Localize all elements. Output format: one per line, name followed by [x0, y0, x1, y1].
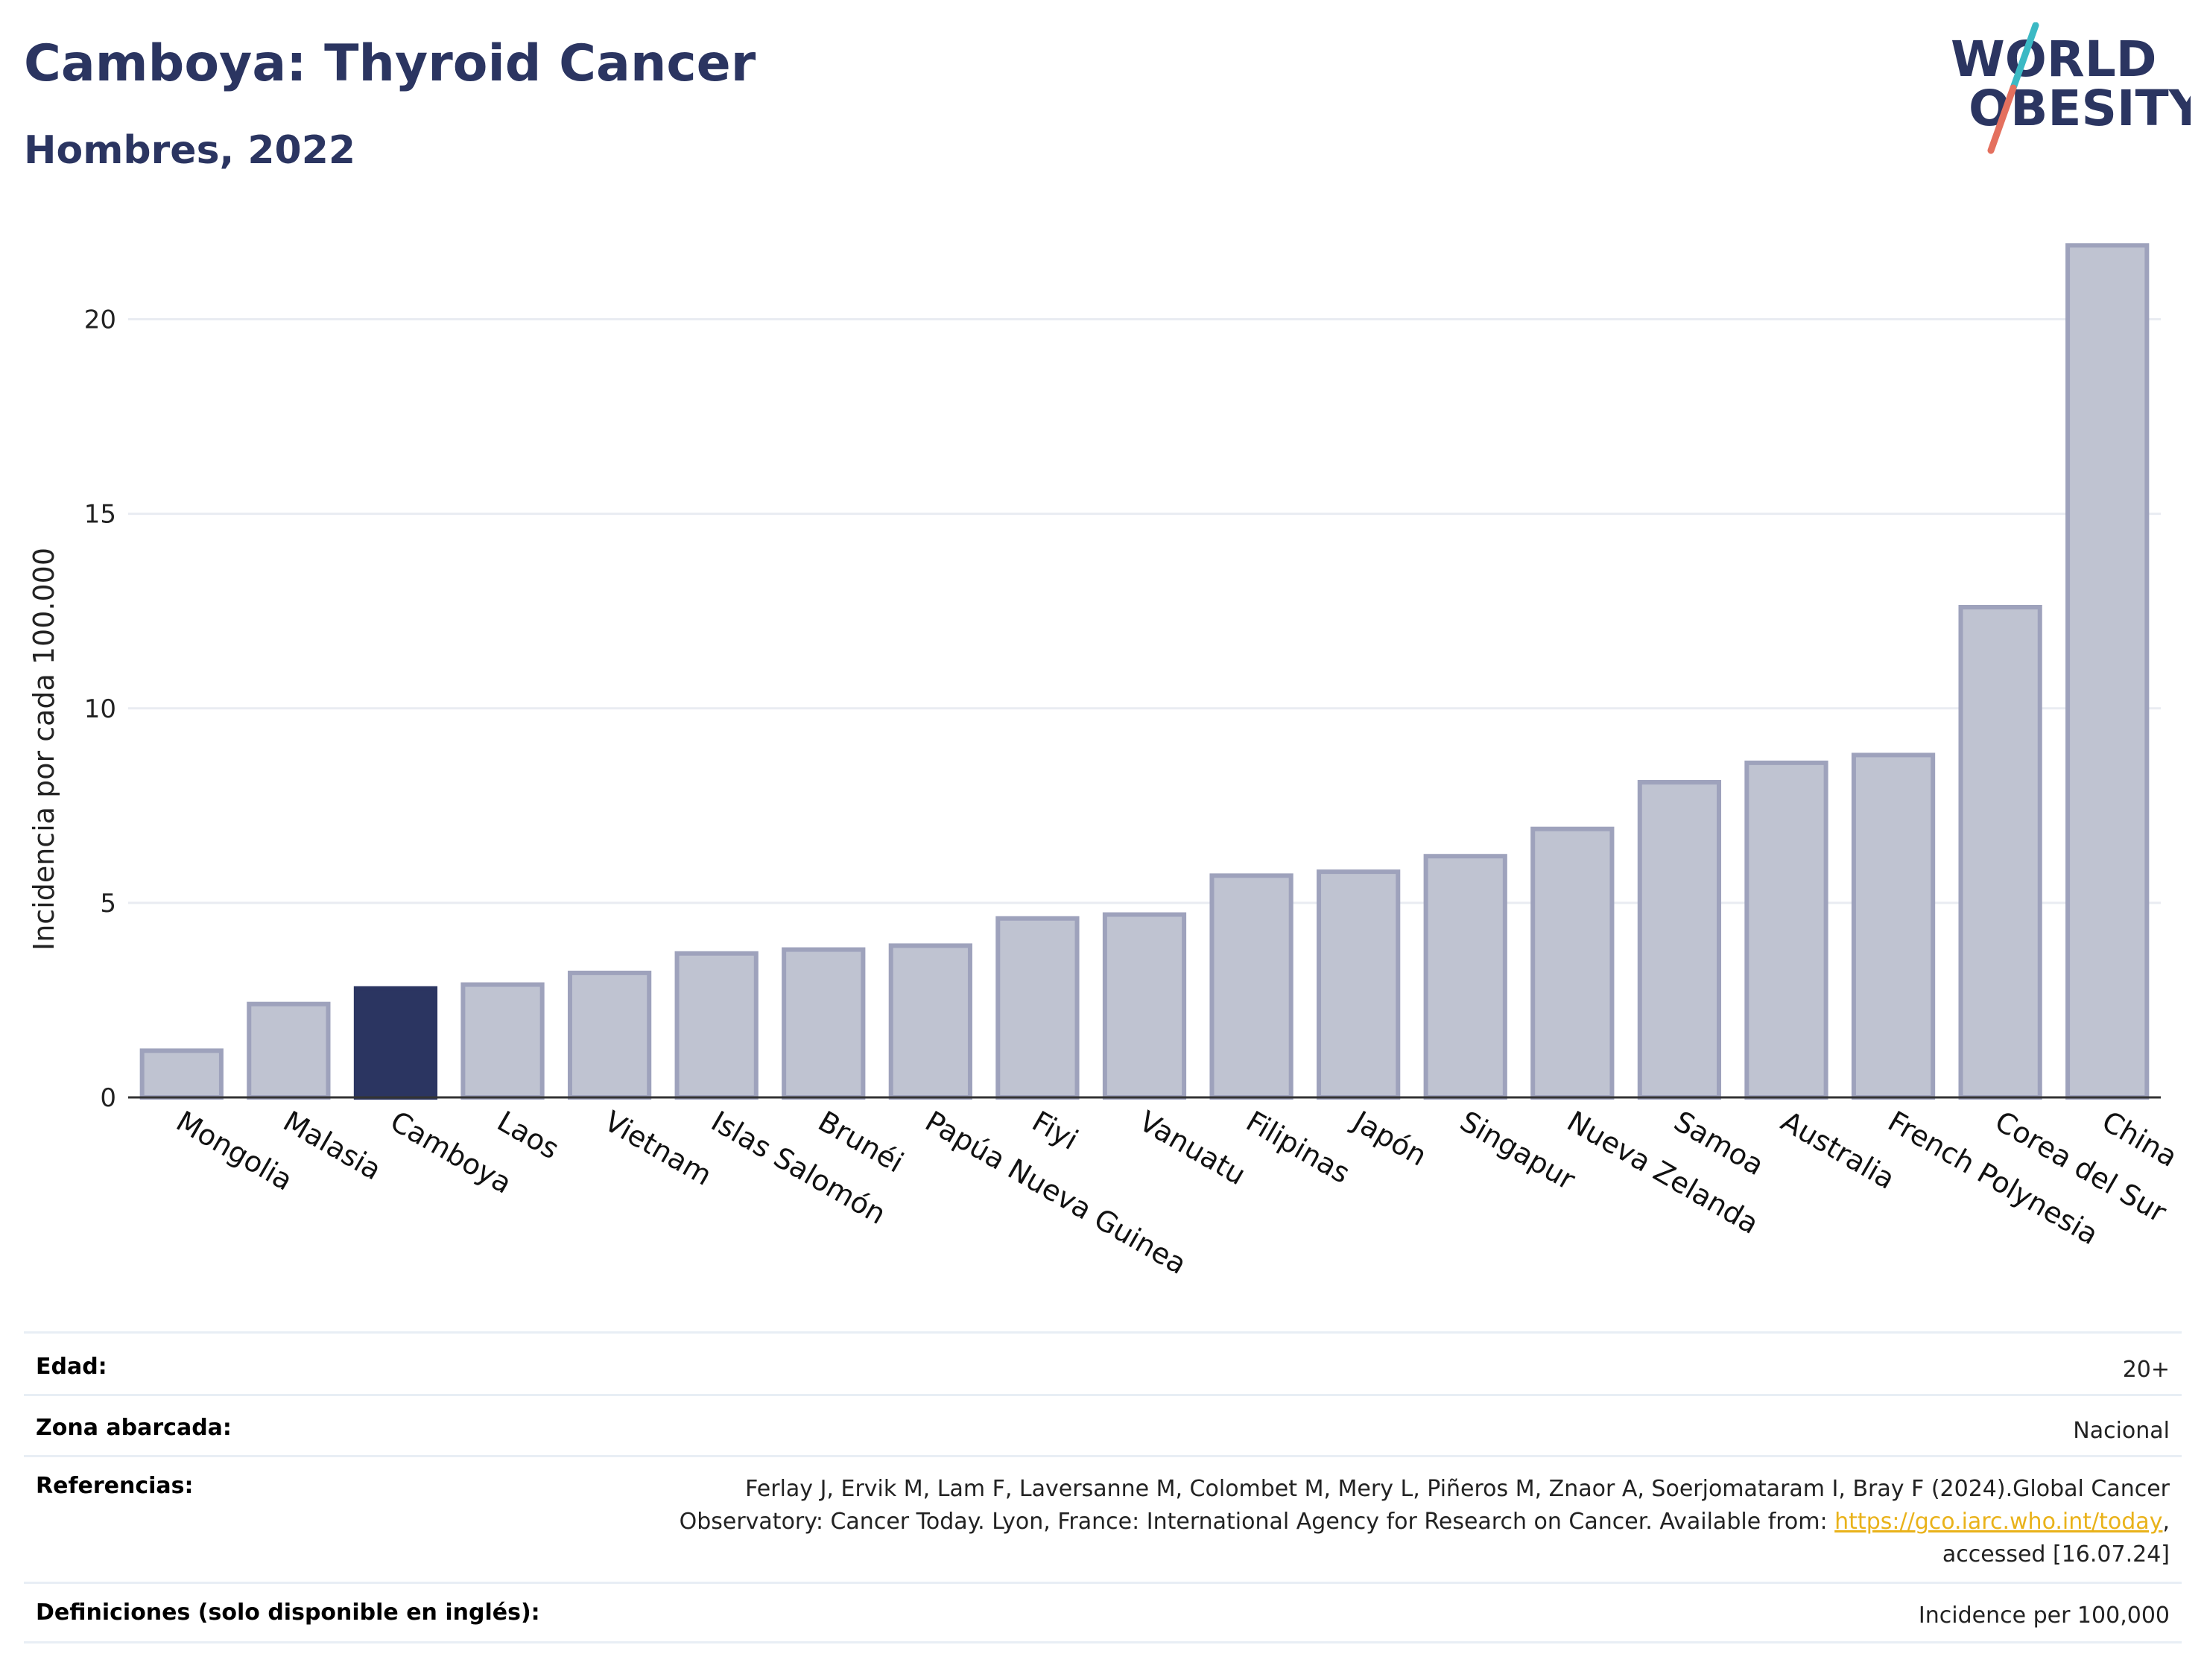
x-tick-label: Singapur [1454, 1105, 1581, 1196]
logo-slash-red [1987, 84, 2017, 154]
x-tick-label: Nueva Zelanda [1562, 1105, 1764, 1240]
bar [139, 1048, 224, 1100]
info-divider [24, 1455, 2182, 1457]
x-tick-label: Camboya [384, 1105, 517, 1200]
bar [247, 1001, 331, 1100]
bar [888, 943, 972, 1100]
y-tick-label: 10 [84, 694, 116, 724]
y-tick-label: 20 [84, 305, 116, 335]
x-tick-label: Fiyi [1027, 1105, 1083, 1156]
references-value: Ferlay J, Ervik M, Lam F, Laversanne M, … [680, 1473, 2170, 1571]
bar-chart: 0 5 10 15 20 Incidencia por cada 100.000 Mongo… [28, 243, 2183, 1281]
x-tick-label: Vanuatu [1134, 1105, 1252, 1191]
references-label: Referencias: [36, 1473, 194, 1499]
references-link[interactable]: https://gco.iarc.who.int/today [1834, 1509, 2163, 1535]
bar [1102, 912, 1187, 1100]
age-value: 20+ [2122, 1357, 2170, 1383]
references-line-2-text: Observatory: Cancer Today. Lyon, France:… [679, 1509, 1835, 1535]
bar [995, 916, 1080, 1100]
references-line-2: Observatory: Cancer Today. Lyon, France:… [680, 1506, 2170, 1538]
info-divider [24, 1582, 2182, 1584]
chart-title: Camboya: Thyroid Cancer [24, 34, 756, 93]
bar [1637, 780, 1722, 1100]
bar [1851, 752, 1936, 1100]
x-tick-label: Japón [1346, 1104, 1432, 1173]
x-tick-label: Australia [1776, 1105, 1901, 1196]
info-divider [24, 1331, 2182, 1334]
references-line-1: Ferlay J, Ervik M, Lam F, Laversanne M, … [745, 1476, 2170, 1502]
x-tick-label: Vietnam [599, 1105, 718, 1192]
bar [1958, 605, 2042, 1100]
world-obesity-logo: WORLD OBESITY [1951, 22, 2191, 154]
bar [2065, 243, 2150, 1100]
chart-subtitle: Hombres, 2022 [24, 128, 356, 173]
references-line-2-end: , [2162, 1509, 2170, 1535]
references-line-3: accessed [16.07.24] [1942, 1541, 2170, 1568]
bar [1209, 873, 1293, 1100]
y-tick-label: 0 [100, 1083, 116, 1113]
x-tick-label: Mongolia [171, 1105, 298, 1197]
age-label: Edad: [36, 1354, 107, 1380]
y-axis-label: Incidencia por cada 100.000 [28, 548, 60, 951]
bar [674, 951, 759, 1100]
x-tick-label: Filipinas [1241, 1105, 1355, 1190]
logo-slash-teal [2010, 22, 2039, 92]
y-tick-label: 5 [100, 889, 116, 919]
bar [1317, 869, 1401, 1100]
x-tick-label: Islas Salomón [706, 1105, 891, 1231]
zone-label: Zona abarcada: [36, 1415, 232, 1441]
bar [567, 970, 652, 1100]
info-divider [24, 1641, 2182, 1643]
zone-value: Nacional [2073, 1418, 2170, 1444]
x-tick-label: Laos [492, 1105, 565, 1166]
bar [1530, 826, 1615, 1100]
info-divider [24, 1394, 2182, 1396]
info-table: Edad: 20+ Zona abarcada: Nacional Refere… [24, 1331, 2182, 1652]
x-tick-label: China [2097, 1105, 2183, 1173]
definitions-value: Incidence per 100,000 [1918, 1603, 2170, 1629]
bar [1744, 760, 1828, 1100]
bar [1423, 854, 1507, 1100]
y-tick-label: 15 [84, 500, 116, 530]
bar [782, 947, 866, 1100]
definitions-label: Definiciones (solo disponible en inglés)… [36, 1600, 540, 1626]
bar [460, 982, 545, 1100]
logo-word-world: WORLD [1951, 31, 2157, 88]
bar [353, 986, 438, 1100]
